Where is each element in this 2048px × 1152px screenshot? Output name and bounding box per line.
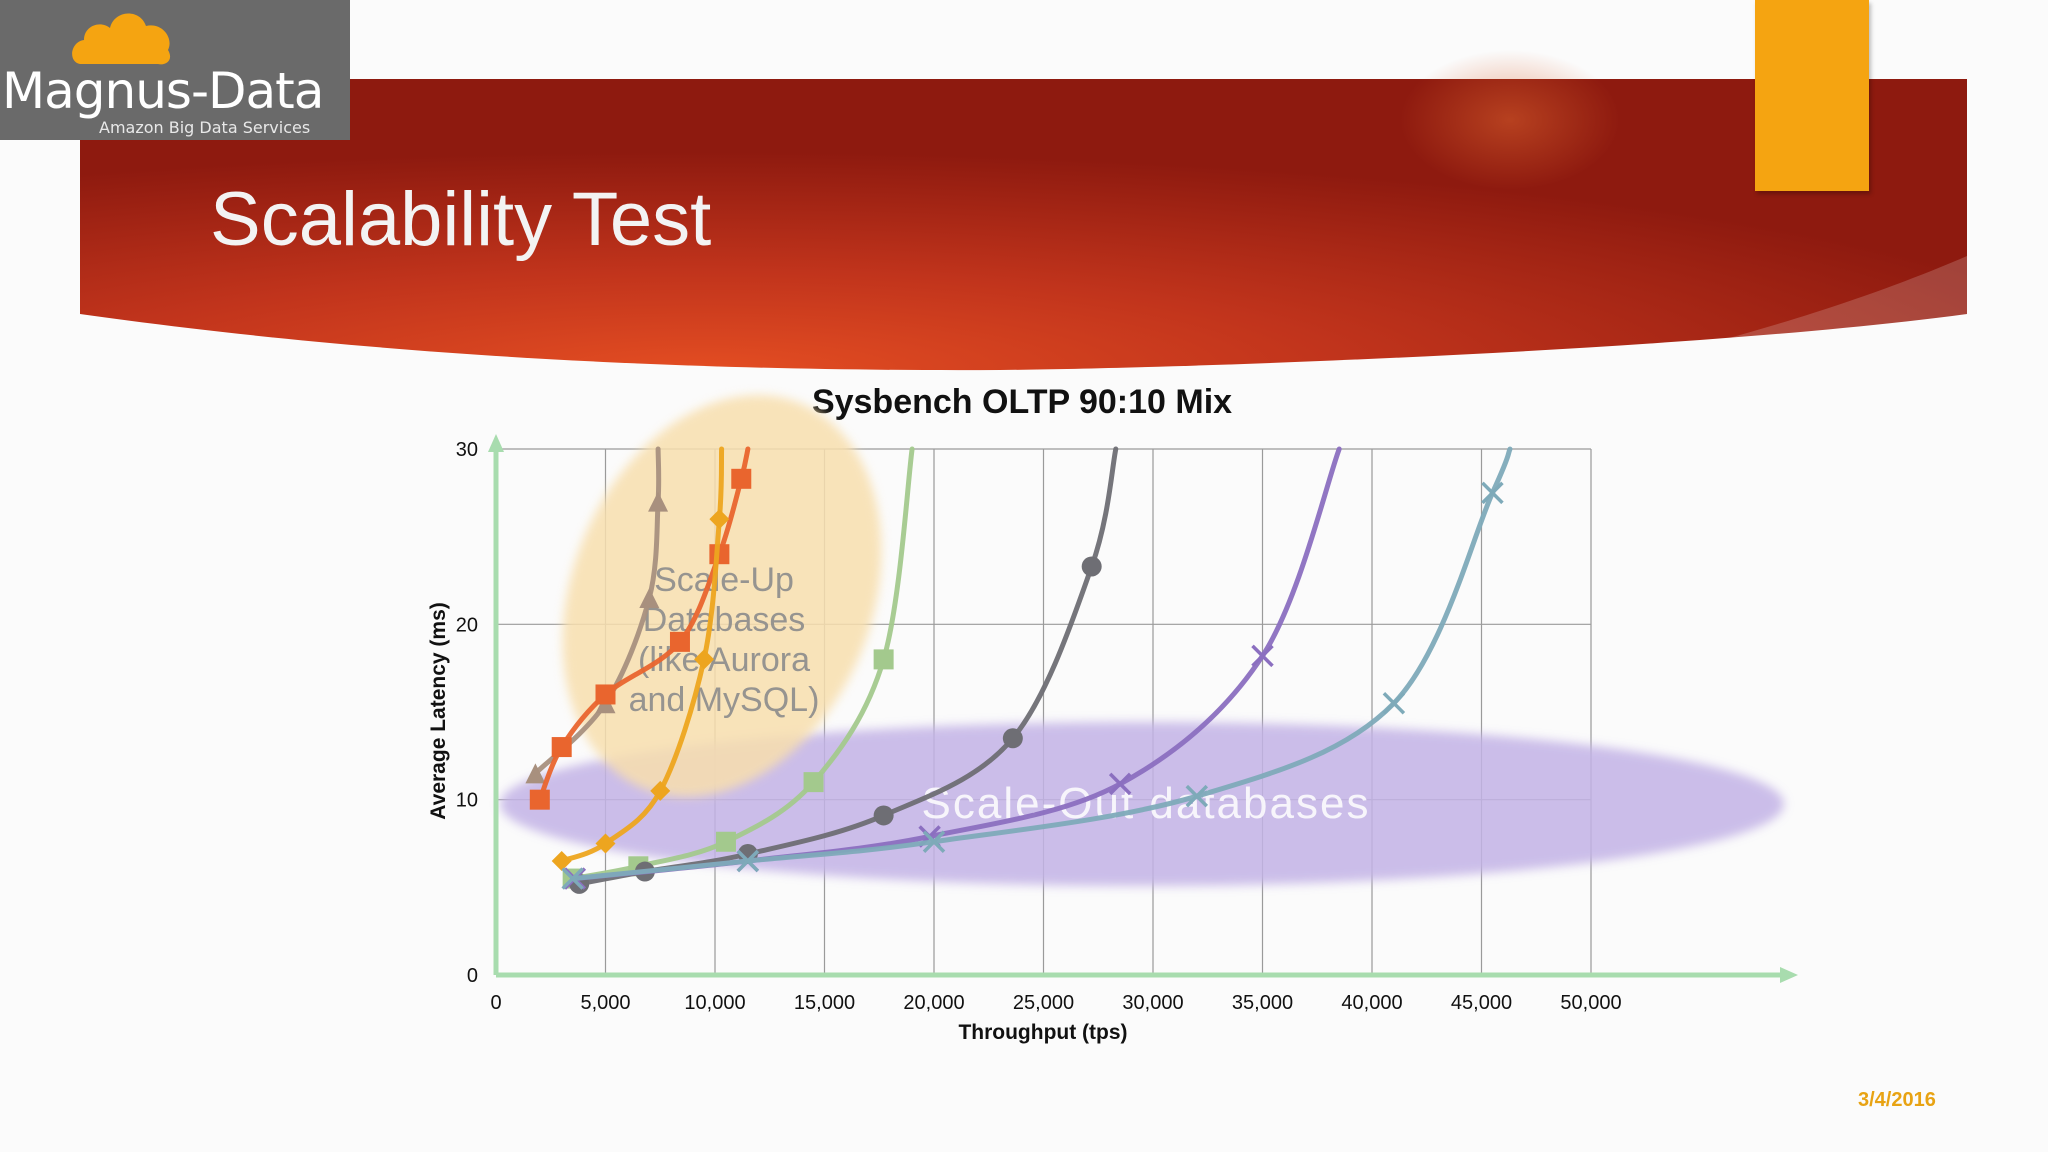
data-point: [1002, 728, 1023, 749]
x-tick-label: 30,000: [1122, 992, 1183, 1014]
scale-up-label-line: (like Aurora: [638, 641, 810, 679]
data-point: [1081, 556, 1102, 577]
y-tick-label: 30: [456, 439, 478, 461]
x-tick-label: 15,000: [794, 992, 855, 1014]
data-point: [1108, 772, 1132, 796]
data-point: [595, 833, 616, 854]
data-point: [1382, 691, 1406, 715]
data-point: [709, 509, 730, 530]
data-point: [731, 468, 752, 489]
y-tick-label: 20: [456, 614, 478, 636]
x-axis-arrow: [1780, 967, 1798, 983]
chart-annotations: Scale-Up Databases (like Aurora and MySQL)S…: [500, 395, 1784, 886]
data-point: [694, 649, 715, 670]
data-point: [1185, 784, 1209, 808]
accent-tab: [1755, 0, 1869, 191]
data-point: [669, 631, 690, 652]
data-point: [551, 851, 572, 872]
scale-out-ellipse: [500, 722, 1784, 886]
scale-up-label-line: Scale-Up: [654, 561, 794, 599]
scale-out-label: Scale-Out databases: [922, 779, 1371, 828]
x-tick-label: 0: [490, 992, 501, 1014]
data-point: [639, 588, 660, 609]
scale-up-label-line: Databases: [643, 601, 806, 639]
y-axis-label: Average Latency (ms): [427, 602, 450, 819]
slide-title: Scalability Test: [210, 177, 712, 262]
x-tick-label: 50,000: [1560, 992, 1621, 1014]
data-point: [1251, 644, 1274, 668]
data-point: [650, 780, 671, 801]
data-point: [561, 867, 584, 890]
x-tick-label: 20,000: [903, 992, 964, 1014]
x-tick-label: 45,000: [1451, 992, 1512, 1014]
scale-up-label: Scale-Up Databases (like Aurora and MySQL): [629, 561, 820, 719]
logo-tagline: Amazon Big Data Services: [99, 118, 311, 137]
data-point: [529, 789, 550, 810]
y-axis-arrow: [488, 434, 504, 452]
scale-up-label-line: and MySQL): [629, 681, 820, 719]
x-tick-label: 5,000: [580, 992, 630, 1014]
data-point: [1481, 481, 1504, 505]
chart-axes: 0 5,000 10,000 15,000 20,000 25,000 30,000 35,0…: [427, 434, 1798, 1044]
data-point: [736, 849, 760, 873]
x-tick-label: 40,000: [1341, 992, 1402, 1014]
data-point: [873, 649, 894, 670]
logo-name: Magnus-Data: [2, 62, 324, 120]
data-point: [525, 763, 546, 784]
chart-title: Sysbench OLTP 90:10 Mix: [812, 383, 1232, 421]
cloud-icon: [72, 13, 171, 65]
chart-series: [525, 446, 1513, 894]
x-tick-label: 25,000: [1013, 992, 1074, 1014]
x-tick-label: 35,000: [1232, 992, 1293, 1014]
x-tick-label: 10,000: [684, 992, 745, 1014]
y-tick-label: 10: [456, 790, 478, 812]
title-banner: [80, 50, 1967, 371]
company-logo: Magnus-Data Amazon Big Data Services: [0, 0, 350, 140]
data-point: [715, 831, 736, 852]
y-tick-label: 0: [467, 965, 478, 987]
data-point: [551, 737, 572, 758]
data-point: [873, 805, 894, 826]
data-point: [803, 772, 824, 793]
data-point: [595, 684, 616, 705]
x-axis-label: Throughput (tps): [958, 1021, 1127, 1044]
slide-date: 3/4/2016: [1858, 1089, 1936, 1111]
scale-up-ellipse: [562, 395, 882, 797]
data-point: [648, 491, 669, 512]
data-point: [922, 830, 946, 853]
